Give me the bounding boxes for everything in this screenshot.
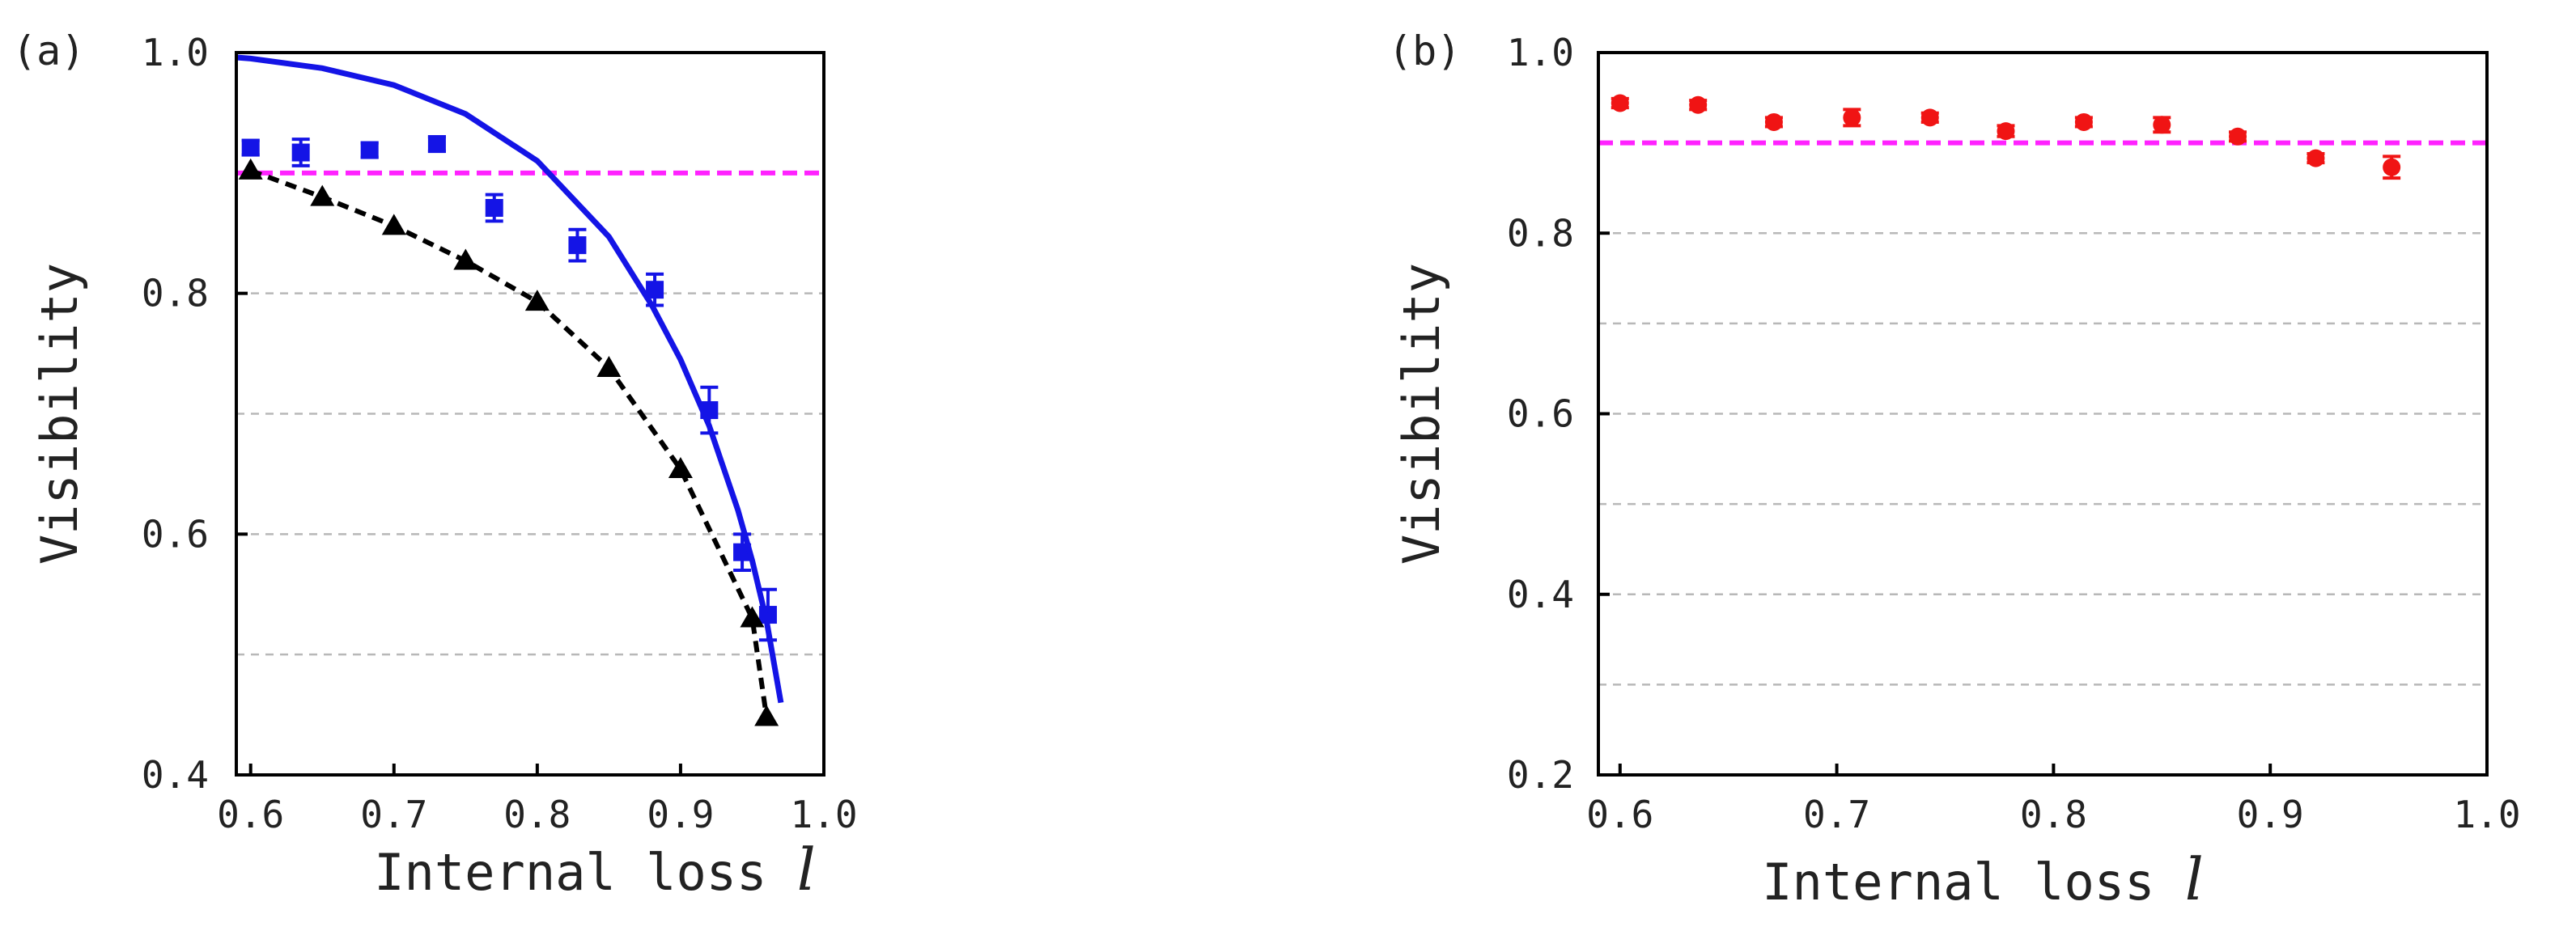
y-tick-label: 0.8 (1507, 211, 1574, 255)
data-point (740, 606, 765, 628)
data-point (1997, 122, 2015, 141)
x-tick-label: 1.0 (790, 793, 857, 836)
x-axis-title: Internal loss l (1762, 845, 2204, 913)
x-tick-label: 1.0 (2453, 793, 2520, 836)
data-point (310, 184, 335, 206)
data-point (2153, 116, 2171, 134)
data-point (2383, 158, 2401, 176)
panel-label: (b) (1388, 28, 1461, 74)
x-tick-label: 0.9 (2237, 793, 2304, 836)
x-tick-label: 0.7 (1803, 793, 1870, 836)
data-point (1689, 95, 1708, 114)
data-point (238, 158, 263, 180)
x-tick-label: 0.9 (647, 793, 714, 836)
x-axis-title: Internal loss l (374, 836, 816, 904)
y-tick-label: 1.0 (1507, 31, 1574, 74)
data-point (2307, 149, 2325, 167)
y-tick-label: 0.6 (142, 512, 209, 556)
y-tick-label: 0.4 (1507, 573, 1574, 616)
data-point (568, 236, 587, 255)
panel-label: (a) (12, 28, 85, 74)
x-tick-label: 0.8 (2020, 793, 2087, 836)
y-axis-title: Visibility (1392, 263, 1451, 565)
data-point (1764, 112, 1783, 131)
data-point (646, 281, 664, 299)
y-tick-label: 1.0 (142, 31, 209, 74)
x-tick-label: 0.7 (360, 793, 427, 836)
data-point (453, 248, 478, 270)
data-point (427, 135, 446, 154)
y-tick-label: 0.6 (1507, 392, 1574, 436)
x-tick-label: 0.6 (217, 793, 284, 836)
y-axis-title: Visibility (30, 263, 89, 565)
data-point (754, 705, 779, 726)
y-tick-label: 0.4 (142, 753, 209, 797)
dashed-line (249, 168, 770, 718)
data-point (596, 355, 622, 377)
x-tick-label: 0.8 (503, 793, 571, 836)
y-tick-label: 0.8 (142, 272, 209, 315)
data-point (2229, 127, 2247, 146)
data-point (1920, 108, 1939, 127)
data-point (524, 290, 550, 311)
data-point (485, 198, 503, 217)
data-point (1843, 108, 1861, 127)
data-point (2074, 112, 2093, 131)
data-point (360, 141, 379, 159)
fit-curve (236, 54, 784, 704)
data-point (1611, 94, 1629, 112)
x-tick-label: 0.6 (1586, 793, 1653, 836)
data-point (241, 138, 260, 157)
data-point (668, 456, 693, 478)
panel-b: 0.6 0.7 0.8 0.9 1.0 0.2 0.4 0.6 0.8 1.0 Internal l… (1388, 28, 2521, 913)
data-point (381, 214, 406, 235)
y-tick-label: 0.2 (1507, 753, 1574, 797)
plot-frame (235, 51, 825, 777)
data-point (291, 143, 310, 162)
